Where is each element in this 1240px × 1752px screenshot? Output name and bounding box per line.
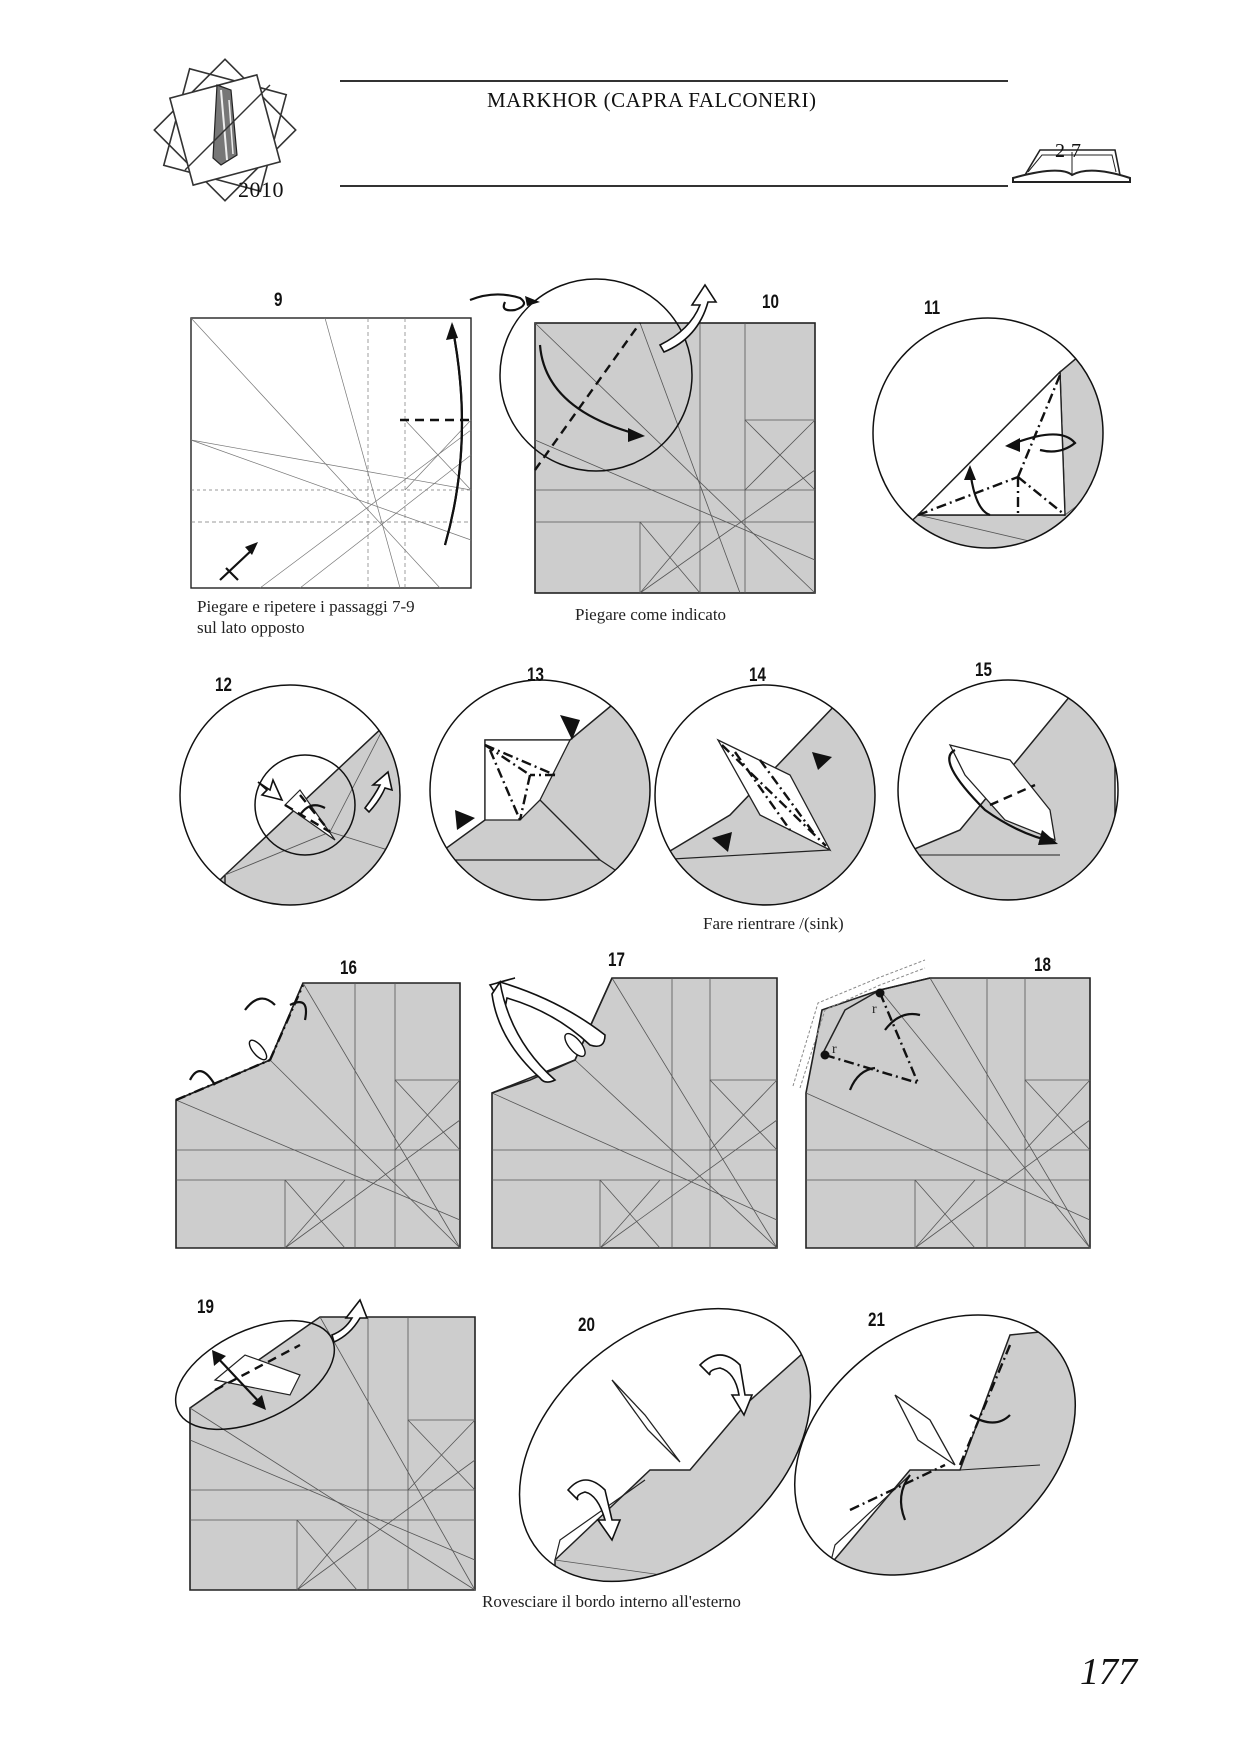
step-9-caption-line-2: sul lato opposto (197, 618, 305, 637)
step-number: 19 (197, 1297, 214, 1318)
header-rule-bottom (340, 185, 1008, 187)
step-18-mark-r-1: r (832, 1042, 837, 1057)
origami-logo-icon (153, 58, 297, 202)
step-9-caption-line-1: Piegare e ripetere i passaggi 7-9 (197, 597, 415, 616)
step-10-caption: Piegare come indicato (575, 605, 727, 624)
header-rule-top (340, 80, 1008, 82)
step-14-caption: Fare rientrare /(sink) (703, 914, 844, 933)
step-number: 17 (608, 950, 625, 971)
step-number: 16 (340, 958, 357, 979)
step-18-mark-r-2: r (872, 1002, 877, 1017)
open-book-icon (1012, 149, 1131, 183)
step-number: 15 (975, 660, 992, 681)
step-number: 21 (868, 1310, 885, 1331)
step-number: 20 (578, 1315, 595, 1336)
step-number: 12 (215, 675, 232, 696)
step-20-caption: Rovesciare il bordo interno all'esterno (482, 1592, 741, 1611)
step-number: 9 (274, 290, 283, 311)
page-number: 177 (1080, 1651, 1137, 1693)
page-title: MARKHOR (CAPRA FALCONERI) (487, 88, 817, 112)
logo-year: 2010 (238, 177, 284, 202)
step-number: 14 (749, 665, 766, 686)
step-number: 11 (924, 298, 941, 319)
step-number: 18 (1034, 955, 1051, 976)
step-number: 10 (762, 292, 779, 313)
chapter-badge: 2 7 (1055, 140, 1082, 162)
